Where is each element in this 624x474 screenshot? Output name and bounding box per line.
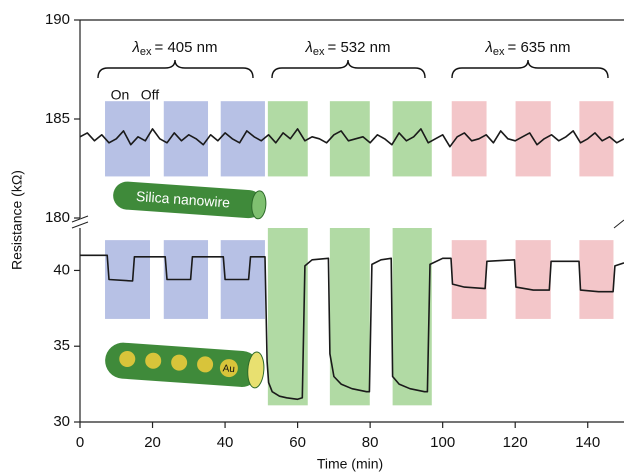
- illumination-band: [329, 228, 370, 406]
- nanowire-end: [251, 190, 267, 220]
- brace: [271, 59, 426, 79]
- nanowire: [113, 181, 263, 219]
- axis-break: [71, 215, 624, 229]
- y-tick-label: 190: [45, 11, 70, 28]
- x-axis-label: Time (min): [317, 456, 383, 472]
- x-tick-label: 80: [362, 434, 379, 451]
- brace: [97, 59, 254, 79]
- au-inset: Au: [105, 342, 265, 389]
- x-tick-label: 40: [217, 434, 234, 451]
- illumination-band: [392, 228, 432, 406]
- y-tick-label: 30: [53, 413, 70, 430]
- illumination-band: [163, 101, 209, 177]
- illumination-band: [579, 240, 614, 319]
- au-particle: [171, 354, 188, 371]
- annotation: λex = 635 nm: [485, 39, 571, 58]
- plot-area: 180 185 190 30 35 40 0 20 40 60 80 100 120 140: [45, 11, 624, 451]
- y-axis-label: Resistance (kΩ): [9, 170, 25, 270]
- break-mark: [613, 219, 624, 229]
- brace: [451, 59, 609, 79]
- break-mark: [71, 215, 89, 223]
- illumination-band: [267, 101, 308, 177]
- off-label: Off: [141, 87, 160, 103]
- y-tick-label: 35: [53, 337, 70, 354]
- nanowire-end: [247, 351, 265, 389]
- illumination-band: [329, 101, 370, 177]
- y-tick-label: 40: [53, 261, 70, 278]
- au-particle: [219, 359, 238, 378]
- y-tick-label: 185: [45, 110, 70, 127]
- silica-inset: Silica nanowire: [113, 181, 267, 220]
- x-tick-label: 60: [289, 434, 306, 451]
- x-tick-label: 20: [144, 434, 161, 451]
- annotation: λex = 405 nm: [132, 39, 218, 58]
- annotations: λex = 405 nm λex = 532 nm λex = 635 nm: [97, 39, 609, 79]
- inset-label: Silica nanowire: [136, 188, 231, 211]
- au-particle: [119, 350, 136, 367]
- illumination-band: [579, 101, 614, 177]
- x-tick-label: 100: [430, 434, 455, 451]
- illumination-band: [515, 240, 551, 319]
- y-tick-label: 180: [45, 209, 70, 226]
- x-tick-label: 140: [575, 434, 600, 451]
- trace: [79, 128, 624, 148]
- annotation: λex = 532 nm: [305, 39, 391, 58]
- illumination-band: [267, 228, 308, 406]
- au-particle: [145, 352, 162, 369]
- break-gap: [74, 219, 86, 227]
- on-label: On: [111, 87, 130, 103]
- x-tick-label: 0: [76, 434, 84, 451]
- x-tick-label: 120: [503, 434, 528, 451]
- inset-label: Au: [222, 363, 235, 375]
- au-particle: [197, 356, 214, 373]
- break-mark: [71, 221, 89, 229]
- trace: [80, 254, 624, 401]
- illumination-band: [451, 240, 487, 319]
